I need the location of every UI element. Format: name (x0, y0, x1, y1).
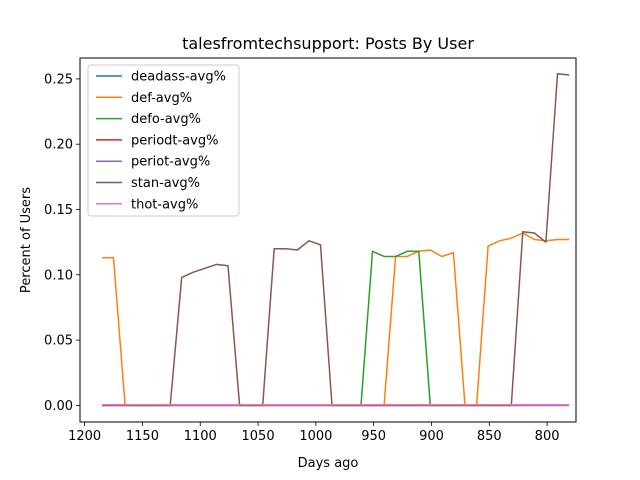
legend-label-0: deadass-avg% (131, 70, 226, 85)
legend-label-2: defo-avg% (131, 112, 201, 127)
series-line-1 (102, 232, 570, 407)
x-tick-label: 1100 (184, 429, 217, 444)
y-tick-label: 0.10 (44, 268, 73, 283)
legend-label-5: stan-avg% (131, 176, 200, 191)
x-tick-label: 1200 (68, 429, 101, 444)
legend-box (87, 64, 240, 217)
plot-area-frame (79, 57, 577, 423)
y-tick-label: 0.00 (44, 399, 73, 414)
y-tick-label: 0.25 (44, 72, 73, 87)
x-tick-label: 1050 (242, 429, 275, 444)
legend-label-1: def-avg% (131, 91, 192, 106)
series-line-2 (360, 250, 442, 407)
y-axis-label: Percent of Users (19, 187, 34, 293)
legend-label-3: periodt-avg% (131, 133, 218, 148)
chart-title: talesfromtechsupport: Posts By User (182, 34, 474, 53)
y-tick-label: 0.20 (44, 138, 73, 153)
x-axis-label: Days ago (298, 456, 359, 471)
legend: deadass-avg% def-avg% defo-avg% periodt-avg… (87, 64, 240, 217)
x-axis: 1200 1150 1100 1050 1000 950 900 850 800 (68, 422, 560, 444)
x-tick-label: 1150 (126, 429, 159, 444)
series-layer (102, 72, 570, 407)
y-tick-label: 0.15 (44, 203, 73, 218)
x-tick-label: 800 (535, 429, 560, 444)
legend-label-4: periot-avg% (131, 155, 210, 170)
legend-label-6: thot-avg% (131, 197, 198, 212)
x-tick-label: 950 (361, 429, 386, 444)
x-tick-label: 1000 (299, 429, 332, 444)
x-tick-label: 850 (477, 429, 502, 444)
series-line-5 (102, 72, 570, 407)
x-tick-label: 900 (419, 429, 444, 444)
y-tick-label: 0.05 (44, 334, 73, 349)
y-axis: 0.00 0.05 0.10 0.15 0.20 0.25 (44, 72, 80, 414)
